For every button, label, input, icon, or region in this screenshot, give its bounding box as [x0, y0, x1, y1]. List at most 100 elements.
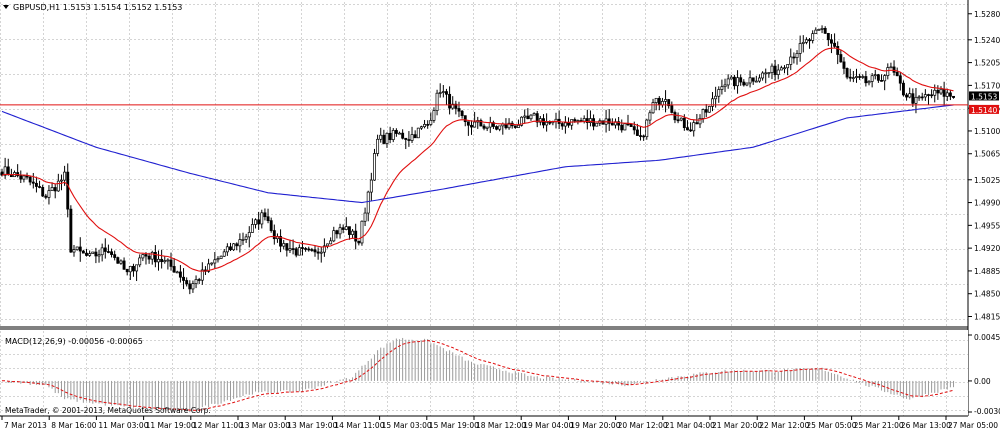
candle-body — [783, 67, 786, 70]
candle-body — [692, 122, 696, 132]
candle-body — [745, 82, 749, 86]
candle-body — [667, 99, 671, 107]
candle-body — [207, 263, 211, 272]
candle-body — [905, 94, 909, 98]
time-label: 22 Mar 12:00 — [759, 421, 809, 430]
candle-body — [526, 115, 530, 120]
candle-body — [28, 176, 32, 183]
candle-body — [172, 266, 176, 273]
candle-body — [141, 254, 145, 259]
candle-body — [279, 236, 283, 247]
candle-body — [138, 257, 142, 266]
candle-body — [567, 122, 570, 126]
candle-body — [657, 97, 661, 106]
candle-body — [191, 283, 195, 290]
candle-body — [301, 247, 304, 249]
candle-body — [31, 181, 35, 184]
candle-body — [829, 39, 833, 44]
price-axis: 1.52801.52401.52051.51701.51351.51001.50… — [968, 10, 1000, 321]
candle-body — [113, 254, 117, 258]
candle-body — [22, 175, 26, 180]
candle-body — [889, 66, 893, 69]
candle-body — [3, 166, 7, 176]
candle-body — [804, 39, 808, 43]
candle-body — [901, 82, 905, 96]
time-label: 20 Mar 12:00 — [618, 421, 668, 430]
candle-body — [914, 96, 918, 104]
candle-body — [532, 113, 536, 116]
symbol-dropdown-icon[interactable] — [3, 5, 9, 9]
candle-body — [811, 33, 815, 41]
time-label: 19 Mar 04:00 — [523, 421, 573, 430]
candle-body — [660, 101, 664, 106]
candle-body — [147, 255, 151, 260]
time-label: 19 Mar 20:00 — [570, 421, 620, 430]
price-label: 1.5240 — [974, 36, 1000, 45]
candle-body — [313, 249, 317, 253]
candle-body — [304, 248, 308, 250]
candle-body — [100, 247, 104, 256]
candle-body — [948, 92, 952, 97]
candle-body — [892, 66, 896, 73]
candle-body — [795, 53, 799, 58]
candle-body — [513, 125, 517, 128]
candle-body — [351, 230, 355, 235]
candle-body — [266, 216, 270, 221]
time-label: 8 Mar 16:00 — [51, 421, 97, 430]
moving-average-fast — [1, 47, 954, 272]
price-label: 1.4850 — [974, 290, 1000, 299]
candle-body — [41, 186, 45, 197]
candle-body — [945, 92, 949, 97]
candle-body — [629, 123, 633, 127]
candle-body — [157, 258, 160, 263]
price-label: 1.4955 — [974, 221, 1000, 230]
candle-body — [132, 265, 135, 272]
candle-body — [354, 230, 358, 242]
candle-body — [707, 106, 711, 113]
candle-body — [144, 254, 148, 257]
candle-body — [288, 248, 292, 251]
candle-body — [0, 171, 4, 176]
macd-label: 0.00 — [974, 377, 991, 386]
candle-body — [582, 118, 586, 122]
candle-body — [495, 126, 498, 130]
candle-body — [823, 28, 827, 34]
candle-body — [482, 125, 486, 129]
candle-body — [886, 67, 890, 76]
price-label: 1.5065 — [974, 150, 1000, 159]
candle-body — [250, 224, 254, 233]
price-label: 1.5280 — [974, 10, 1000, 19]
time-label: 11 Mar 03:00 — [98, 421, 148, 430]
candle-body — [808, 39, 811, 42]
candle-body — [451, 103, 455, 109]
candle-body — [413, 134, 417, 139]
candle-body — [548, 121, 552, 124]
candle-body — [297, 247, 301, 256]
candle-body — [617, 121, 621, 126]
candle-body — [50, 187, 54, 191]
candle-body — [213, 259, 217, 264]
candle-body — [770, 65, 774, 73]
candle-body — [933, 89, 937, 96]
moving-average-slow — [1, 104, 954, 204]
candle-body — [751, 77, 755, 82]
candle-body — [651, 102, 655, 114]
svg-text:1.5153: 1.5153 — [971, 92, 997, 101]
level-price-badge: 1.5140 — [969, 104, 999, 115]
candle-body — [689, 129, 693, 132]
candle-body — [880, 79, 883, 82]
candle-body — [952, 95, 955, 98]
macd-label: -0.00307 — [974, 407, 1000, 416]
candle-body — [839, 54, 843, 63]
candle-body — [166, 259, 170, 262]
candle-body — [873, 74, 877, 77]
candle-body — [820, 28, 824, 30]
candle-body — [711, 98, 714, 107]
candle-body — [855, 76, 858, 78]
candle-body — [563, 122, 567, 127]
candle-body — [416, 127, 420, 139]
macd-caption: MACD(12,26,9) -0.00056 -0.00065 — [5, 337, 143, 346]
candle-body — [344, 226, 348, 230]
candle-body — [898, 75, 902, 84]
